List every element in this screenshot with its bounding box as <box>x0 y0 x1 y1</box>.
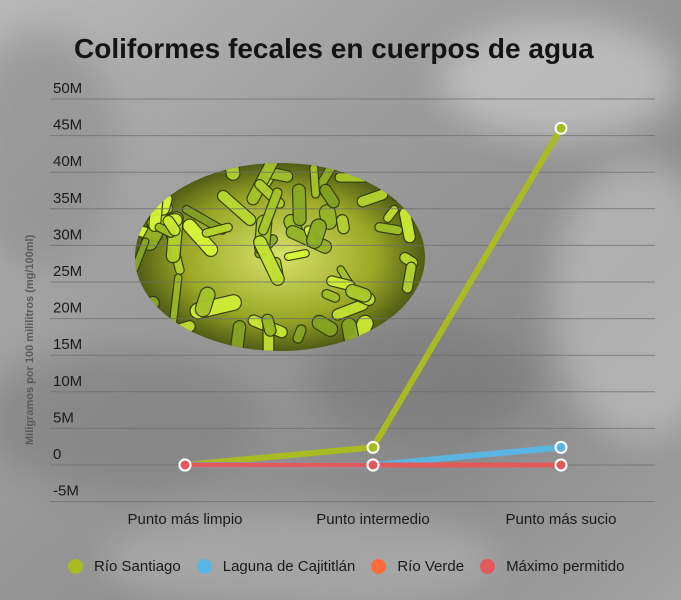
legend-label: Río Verde <box>397 557 465 575</box>
y-tick-label: 50M <box>53 80 82 97</box>
y-tick-label: 0 <box>53 446 61 463</box>
y-tick-label: 40M <box>53 153 82 170</box>
bacterium-shape <box>252 235 285 286</box>
legend-marker <box>480 558 496 574</box>
bacterium-shape <box>261 313 277 337</box>
y-tick-label: 30M <box>53 226 82 243</box>
bacterium-shape <box>194 286 216 318</box>
bacterium-shape <box>257 187 283 236</box>
bacterium-shape <box>306 218 328 249</box>
bacterium-shape <box>335 214 350 235</box>
bacterium-shape <box>201 222 233 238</box>
bacterium-shape <box>321 288 341 303</box>
bacterium-shape <box>334 172 370 183</box>
bacterium-shape <box>135 237 150 273</box>
bacterium-shape <box>283 249 310 262</box>
y-axis-label: Miligramos por 100 mililitros (mg/100ml) <box>24 234 36 445</box>
bacterium-shape <box>149 171 177 184</box>
y-tick-label: 10M <box>53 373 82 390</box>
bacterium-shape <box>372 326 404 351</box>
data-point[interactable] <box>554 458 568 472</box>
bacterium-shape <box>374 222 404 236</box>
data-point[interactable] <box>178 458 192 472</box>
x-tick-label: Punto más sucio <box>506 511 617 528</box>
bacterium-shape <box>151 320 196 343</box>
bacterium-shape <box>401 261 417 294</box>
data-points <box>178 121 568 472</box>
legend-marker <box>68 558 83 574</box>
data-point[interactable] <box>554 440 568 454</box>
data-point[interactable] <box>554 121 568 135</box>
legend-marker <box>196 558 212 574</box>
data-point[interactable] <box>366 458 380 472</box>
legend-marker <box>371 558 387 574</box>
bacterium-shape <box>153 322 171 351</box>
y-tick-label: 15M <box>53 336 82 353</box>
bacterium-shape <box>135 295 161 325</box>
legend-item[interactable]: Máximo permitido <box>480 558 624 575</box>
bacterium-shape <box>319 183 340 209</box>
legend-item[interactable]: Río Santiago <box>68 558 181 575</box>
x-tick-label: Punto más limpio <box>127 511 242 528</box>
bacterium-shape <box>227 320 247 351</box>
legend-item[interactable]: Laguna de Cajititlán <box>196 557 356 575</box>
bacterium-shape <box>162 214 181 237</box>
y-tick-label: 35M <box>53 190 82 207</box>
bacterium-shape <box>345 283 372 303</box>
y-tick-label: 45M <box>53 117 82 134</box>
bacteria-illustration <box>135 163 425 351</box>
y-axis-tick-labels: 50M 45M 40M 35M 30M 25M 20M 15M 10M 5M 0 -5M <box>53 80 82 500</box>
legend-label: Laguna de Cajititlán <box>222 557 356 575</box>
x-tick-label: Punto intermedio <box>316 511 429 528</box>
bacterium-shape <box>246 163 281 206</box>
legend-item[interactable]: Río Verde <box>371 558 464 575</box>
bacterium-shape <box>143 163 182 183</box>
y-tick-label: -5M <box>53 483 79 500</box>
bacterium-shape <box>382 204 400 223</box>
y-tick-label: 25M <box>53 263 82 280</box>
grid-lines <box>50 98 655 503</box>
data-point[interactable] <box>366 440 380 454</box>
bacterium-shape <box>291 183 307 227</box>
y-tick-label: 5M <box>53 409 74 426</box>
bacterium-shape <box>309 163 321 199</box>
bacterium-shape <box>216 189 257 227</box>
legend-label: Río Santiago <box>94 557 181 575</box>
x-axis-tick-labels: Punto más limpio Punto intermedio Punto má… <box>127 511 616 528</box>
chart-title: Coliformes fecales en cuerpos de agua <box>74 33 594 64</box>
y-tick-label: 20M <box>53 300 82 317</box>
legend-label: Máximo permitido <box>506 557 625 575</box>
legend: Río Santiago Laguna de Cajititlán Río Verd… <box>68 555 640 577</box>
bacterium-shape <box>292 324 307 344</box>
